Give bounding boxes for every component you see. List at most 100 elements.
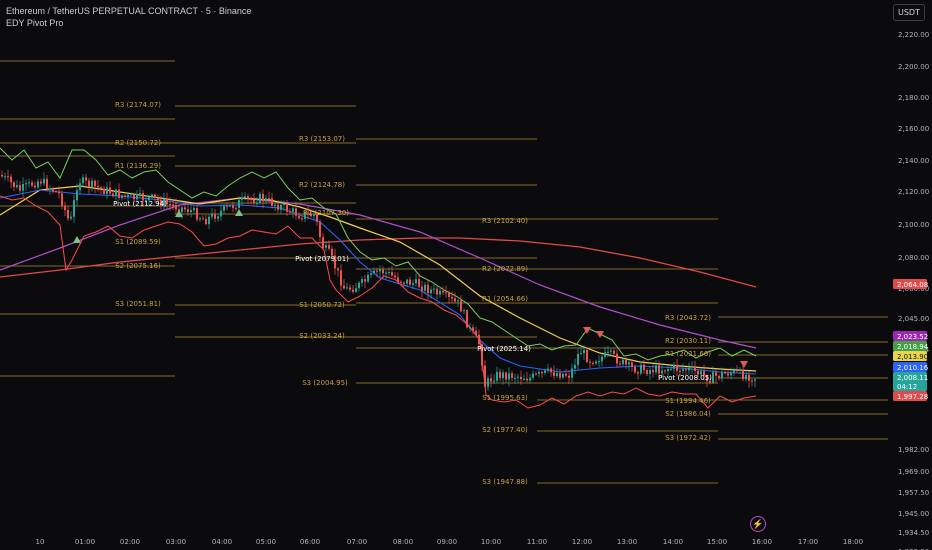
pivot-label-r: R1 (2107.30) bbox=[303, 209, 349, 217]
candles bbox=[1, 169, 756, 391]
symbol-title[interactable]: Ethereum / TetherUS PERPETUAL CONTRACT ·… bbox=[6, 6, 252, 16]
candle bbox=[751, 378, 753, 387]
candle bbox=[250, 196, 252, 205]
candle bbox=[253, 193, 255, 207]
candle bbox=[322, 233, 324, 250]
candle bbox=[469, 322, 471, 333]
pivot-label-p: Pivot (2025.14) bbox=[477, 345, 531, 353]
candle bbox=[466, 309, 468, 329]
currency-button[interactable]: USDT bbox=[893, 4, 925, 21]
time-tick-label: 08:00 bbox=[393, 538, 413, 546]
candle bbox=[403, 281, 405, 287]
candle bbox=[193, 204, 195, 214]
candle bbox=[109, 181, 111, 196]
candle bbox=[706, 374, 708, 388]
svg-text:2,010.16: 2,010.16 bbox=[897, 364, 929, 372]
price-tick-label: 1,982.00 bbox=[898, 446, 929, 454]
price-badge: 2,018.94 bbox=[893, 341, 929, 351]
candle bbox=[535, 371, 537, 376]
lightning-icon[interactable]: ⚡ bbox=[750, 516, 766, 532]
candle bbox=[700, 367, 702, 378]
time-tick-label: 02:00 bbox=[120, 538, 140, 546]
candle bbox=[397, 272, 399, 285]
candle bbox=[43, 172, 45, 186]
svg-text:2,064.08: 2,064.08 bbox=[897, 281, 928, 289]
candle bbox=[325, 241, 327, 252]
candle bbox=[445, 285, 447, 298]
candle bbox=[277, 200, 279, 213]
candle bbox=[76, 183, 78, 207]
candle bbox=[499, 368, 501, 382]
candle bbox=[442, 286, 444, 295]
candle bbox=[34, 182, 36, 190]
time-tick-label: 13:00 bbox=[617, 538, 637, 546]
candle bbox=[328, 240, 330, 251]
candle bbox=[127, 191, 129, 203]
candle bbox=[214, 208, 216, 223]
time-tick-label: 10:00 bbox=[481, 538, 501, 546]
candle bbox=[745, 369, 747, 382]
candle bbox=[472, 324, 474, 335]
candle bbox=[373, 267, 375, 275]
candle bbox=[628, 360, 630, 372]
candle bbox=[55, 189, 57, 193]
pivot-label-s: S3 (1972.42) bbox=[665, 434, 711, 442]
candle bbox=[124, 194, 126, 200]
candle bbox=[688, 362, 690, 375]
candle bbox=[532, 370, 534, 381]
price-tick-label: 1,945.00 bbox=[898, 510, 929, 518]
candle bbox=[208, 214, 210, 230]
candle bbox=[295, 201, 297, 220]
price-tick-label: 1,923.50 bbox=[898, 548, 929, 550]
pivot-label-s: S2 (2033.24) bbox=[299, 332, 345, 340]
candle bbox=[721, 367, 723, 383]
buy-signal-icon bbox=[235, 209, 243, 216]
time-tick-label: 11:00 bbox=[527, 538, 547, 546]
candle bbox=[97, 179, 99, 192]
candle bbox=[598, 355, 600, 368]
pivot-label-r: R3 (2174.07) bbox=[115, 101, 161, 109]
time-tick-label: 15:00 bbox=[707, 538, 727, 546]
candle bbox=[385, 270, 387, 279]
candle bbox=[286, 199, 288, 216]
candle bbox=[361, 276, 363, 287]
candle bbox=[64, 201, 66, 216]
indicator-name[interactable]: EDY Pivot Pro bbox=[6, 18, 64, 28]
candle bbox=[19, 181, 21, 193]
indicator-lines bbox=[0, 147, 757, 409]
candle bbox=[562, 372, 564, 380]
candle bbox=[4, 172, 6, 181]
candle bbox=[232, 201, 234, 213]
candle bbox=[265, 195, 267, 205]
candle bbox=[724, 369, 726, 375]
candle bbox=[319, 219, 321, 242]
ema-red-line bbox=[0, 237, 757, 288]
candle bbox=[298, 212, 300, 220]
candle bbox=[106, 182, 108, 200]
pivot-label-r: R2 (2124.78) bbox=[299, 181, 345, 189]
candle bbox=[634, 364, 636, 375]
candle bbox=[574, 358, 576, 374]
price-tick-label: 2,180.00 bbox=[898, 94, 929, 102]
candle bbox=[136, 190, 138, 203]
candle bbox=[220, 204, 222, 221]
pivot-label-r: R1 (2136.29) bbox=[115, 162, 161, 170]
candle bbox=[625, 357, 627, 369]
price-tick-label: 2,120.00 bbox=[898, 188, 929, 196]
candle bbox=[28, 178, 30, 188]
candle bbox=[418, 273, 420, 289]
time-tick-label: 01:00 bbox=[75, 538, 95, 546]
ema-purple-line bbox=[0, 197, 757, 349]
candle bbox=[613, 347, 615, 358]
pivot-label-s: S3 (2004.95) bbox=[302, 379, 348, 387]
sell-signal-icon bbox=[583, 327, 591, 334]
candle bbox=[394, 272, 396, 280]
pivot-label-p: Pivot (2112.94) bbox=[113, 200, 167, 208]
chart-header: Ethereum / TetherUS PERPETUAL CONTRACT ·… bbox=[6, 5, 251, 29]
candle bbox=[436, 285, 438, 300]
candle bbox=[523, 374, 525, 381]
candle bbox=[121, 194, 123, 201]
candle bbox=[73, 194, 75, 223]
candle bbox=[238, 196, 240, 210]
